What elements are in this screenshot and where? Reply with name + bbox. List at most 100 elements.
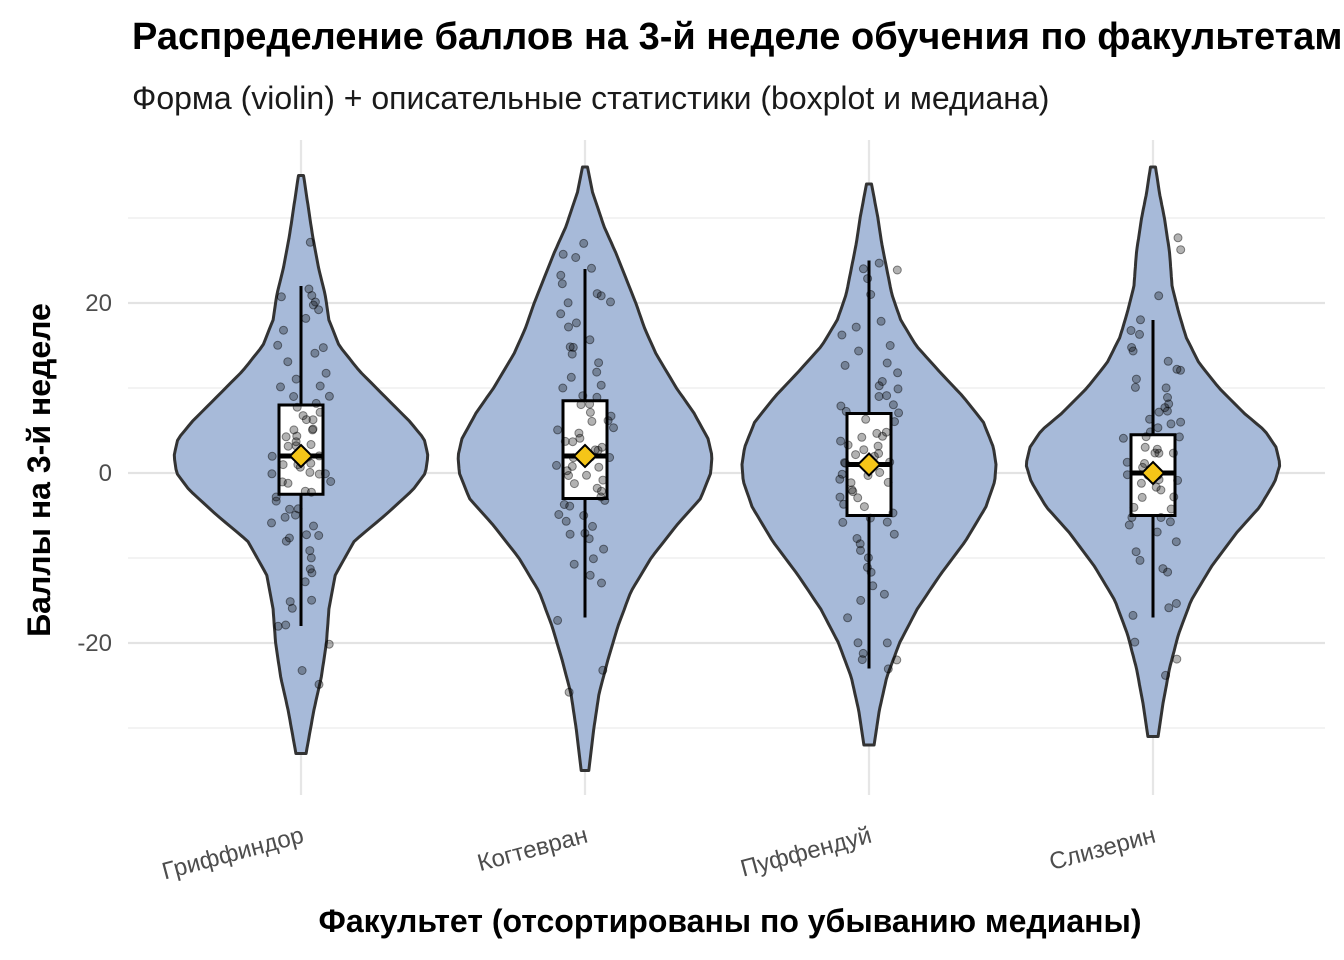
data-point xyxy=(1156,485,1166,495)
data-point xyxy=(857,655,867,665)
data-point xyxy=(324,391,334,401)
data-point xyxy=(553,425,563,435)
data-point xyxy=(1165,517,1175,527)
data-point xyxy=(310,297,320,307)
data-point xyxy=(308,425,317,435)
data-point xyxy=(1173,233,1183,243)
data-point xyxy=(318,343,328,353)
data-point xyxy=(579,511,589,520)
data-point xyxy=(281,432,291,442)
data-point xyxy=(1145,414,1155,424)
data-point xyxy=(289,392,299,401)
data-point xyxy=(1135,329,1144,339)
data-point xyxy=(315,381,325,391)
data-point xyxy=(302,530,311,540)
data-point xyxy=(584,534,594,544)
data-point xyxy=(1135,555,1145,565)
data-point xyxy=(1171,537,1181,547)
data-point xyxy=(859,445,869,455)
data-point xyxy=(556,309,566,319)
data-point xyxy=(326,477,336,486)
x-tick-label: Гриффиндор xyxy=(159,822,306,886)
median-diamond-marker xyxy=(572,443,598,469)
violin-group-3 xyxy=(740,182,998,747)
data-point xyxy=(291,437,301,447)
data-point xyxy=(552,460,561,470)
data-point xyxy=(848,487,858,497)
chart-title: Распределение баллов на 3-й неделе обуче… xyxy=(132,16,1343,58)
data-point xyxy=(1124,520,1134,530)
data-point xyxy=(281,620,291,630)
data-point xyxy=(878,431,887,441)
data-point xyxy=(1153,423,1163,433)
data-point xyxy=(308,300,318,310)
data-point xyxy=(1118,433,1128,443)
data-point xyxy=(598,665,608,675)
data-point xyxy=(292,431,302,441)
data-point xyxy=(308,424,318,434)
data-point xyxy=(894,408,904,418)
data-point xyxy=(307,568,317,578)
data-point xyxy=(1137,492,1147,502)
data-point xyxy=(1150,448,1160,458)
data-point xyxy=(321,368,331,378)
data-point xyxy=(594,358,604,368)
data-point xyxy=(276,382,285,392)
data-point xyxy=(1163,356,1173,366)
violins xyxy=(172,165,1282,772)
data-point xyxy=(568,437,578,447)
data-point xyxy=(882,358,892,368)
data-point xyxy=(1163,567,1173,577)
data-point xyxy=(851,450,861,460)
data-point xyxy=(300,577,310,587)
data-point xyxy=(1130,382,1140,392)
data-point xyxy=(565,501,575,511)
median-diamond-marker xyxy=(1140,460,1166,486)
data-point xyxy=(564,471,573,480)
violin-group-4 xyxy=(1024,165,1282,738)
data-point xyxy=(836,436,846,446)
data-point xyxy=(301,313,311,323)
violin-group-1 xyxy=(172,174,430,755)
data-point xyxy=(892,655,902,665)
data-point xyxy=(592,367,602,377)
data-point xyxy=(273,340,283,350)
data-point xyxy=(1161,670,1170,680)
data-point xyxy=(599,544,609,554)
data-point xyxy=(304,284,314,294)
data-point xyxy=(306,440,316,449)
data-point xyxy=(305,237,315,247)
data-point xyxy=(855,539,865,549)
violin-group-2 xyxy=(456,165,714,772)
data-point xyxy=(1164,603,1174,613)
data-point xyxy=(853,638,863,648)
data-point xyxy=(594,462,604,472)
data-point xyxy=(1154,407,1164,417)
data-point xyxy=(267,518,276,528)
data-point xyxy=(1140,459,1149,468)
data-point xyxy=(837,330,847,340)
data-point xyxy=(883,664,893,674)
data-point xyxy=(309,521,318,531)
data-point xyxy=(606,297,615,307)
data-point xyxy=(289,425,299,435)
data-point xyxy=(852,534,862,543)
data-point xyxy=(267,469,277,479)
data-point xyxy=(285,597,295,607)
data-point xyxy=(574,428,584,438)
data-point xyxy=(283,357,293,367)
median-diamond-marker xyxy=(856,452,882,477)
data-point xyxy=(298,411,308,421)
box-outline xyxy=(277,403,325,496)
data-point xyxy=(858,648,868,658)
data-point xyxy=(558,383,568,393)
data-point xyxy=(585,407,595,417)
data-point xyxy=(879,589,889,599)
data-point xyxy=(888,400,898,410)
data-point xyxy=(1158,564,1168,574)
data-point xyxy=(882,638,892,648)
data-point xyxy=(305,467,315,477)
data-point xyxy=(1136,478,1146,488)
data-point xyxy=(1161,383,1171,393)
data-point xyxy=(1130,637,1140,647)
